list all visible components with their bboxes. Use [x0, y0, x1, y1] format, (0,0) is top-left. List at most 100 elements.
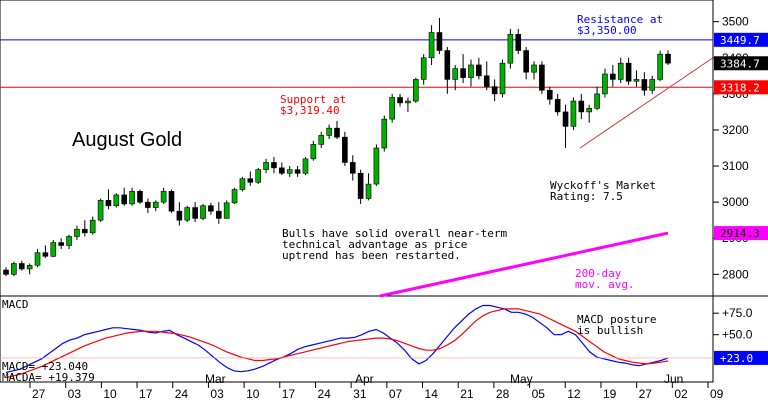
candle-body	[34, 252, 41, 266]
candle-body	[271, 162, 277, 169]
resistance-label-1: Resistance at	[577, 13, 663, 26]
x-tick-label: 27	[639, 387, 653, 400]
candle-body	[405, 100, 411, 104]
month-label: May	[510, 372, 533, 386]
candle-body	[578, 100, 585, 113]
candle-body	[145, 201, 151, 208]
macd-price-tag	[714, 350, 768, 365]
price-tick-label: 3100	[722, 159, 749, 173]
candle-body	[342, 136, 348, 163]
macd-readout: MACD= +23.040	[2, 360, 88, 373]
candle-body	[460, 68, 466, 78]
candle-body	[89, 219, 96, 234]
candle-body	[121, 194, 128, 205]
candle-body	[554, 98, 561, 113]
candle-body	[491, 86, 498, 95]
candle-body	[586, 107, 592, 113]
candle-body	[223, 202, 230, 219]
support-label-1: Support at	[280, 93, 346, 106]
x-tick-label: 07	[389, 387, 403, 400]
candle-body	[255, 169, 261, 183]
candle-body	[594, 93, 600, 109]
x-tick-label: 17	[282, 387, 296, 400]
x-tick-label: 28	[496, 387, 510, 400]
candle-body	[515, 33, 522, 51]
candle-body	[42, 252, 49, 257]
candle-body	[373, 147, 380, 185]
wyckoff-label-1: Wyckoff's Market	[550, 179, 656, 192]
price-tag-label: 2914.3	[720, 227, 760, 240]
candle-body	[476, 64, 482, 77]
wyckoff-label-2: Rating: 7.5	[550, 190, 623, 203]
axis-layer: 280029003000310032003300340035003449.733…	[29, 15, 768, 400]
x-tick-label: 03	[210, 387, 224, 400]
candle-body	[570, 100, 577, 127]
candle-body	[444, 50, 451, 80]
candle-body	[633, 79, 640, 82]
price-tick-label: 3500	[722, 15, 749, 29]
price-layer	[0, 18, 714, 298]
price-tag-label: 3449.7	[720, 34, 760, 47]
candle-body	[200, 205, 206, 219]
candle-body	[58, 242, 64, 246]
candle-body	[546, 89, 553, 100]
ma-label-1: 200-day	[575, 267, 622, 280]
macd-price-tag-label: +23.0	[720, 352, 753, 365]
candle-body	[452, 68, 459, 80]
candle-body	[357, 172, 364, 199]
candle-body	[66, 236, 72, 246]
candle-body	[649, 79, 656, 91]
candle-body	[18, 263, 25, 270]
x-tick-label: 19	[603, 387, 617, 400]
x-tick-label: 03	[68, 387, 82, 400]
price-tag	[714, 80, 768, 95]
candle-body	[263, 162, 269, 170]
uptrend-line	[579, 57, 714, 149]
candle-body	[334, 127, 340, 138]
bulls-label-1: Bulls have solid overall near-term	[282, 227, 508, 240]
candle-body	[160, 191, 167, 203]
price-tag-label: 3384.7	[720, 57, 760, 70]
macd-series-macda	[5, 308, 669, 379]
candle-body	[420, 57, 427, 80]
candle-body	[365, 183, 372, 199]
x-tick-label: 21	[460, 387, 474, 400]
price-tag	[714, 32, 768, 47]
candle-body	[641, 79, 648, 91]
candle-body	[389, 97, 395, 120]
candle-body	[428, 32, 435, 59]
candle-body	[617, 62, 624, 80]
candle-body	[231, 189, 238, 204]
x-tick-label: 14	[425, 387, 439, 400]
bulls-label-3: uptrend has been restarted.	[282, 249, 461, 262]
candle-body	[215, 210, 222, 219]
candle-body	[137, 191, 143, 203]
chart-title: August Gold	[72, 129, 182, 151]
x-tick-label: 10	[246, 387, 260, 400]
candle-body	[74, 228, 80, 237]
candle-body	[507, 33, 514, 64]
x-tick-label: 31	[353, 387, 367, 400]
x-tick-label: 27	[32, 387, 46, 400]
x-tick-label: 17	[139, 387, 153, 400]
macda-readout: MACDA= +19.379	[2, 371, 95, 384]
month-label: Mar	[205, 372, 226, 386]
x-tick-label: 24	[175, 387, 189, 400]
candle-body	[349, 162, 356, 174]
candle-body	[610, 73, 616, 80]
candle-body	[50, 242, 57, 257]
resistance-label-2: $3,350.00	[577, 24, 637, 37]
price-tick-label: 3000	[722, 195, 749, 209]
candle-body	[26, 265, 33, 270]
support-label-2: $3,319.40	[280, 104, 340, 117]
candle-body	[105, 200, 112, 207]
candle-body	[523, 50, 529, 73]
candle-body	[413, 79, 419, 102]
candle-body	[665, 53, 671, 64]
candle-body	[625, 62, 632, 82]
candle-body	[129, 191, 135, 205]
x-tick-label: 05	[532, 387, 546, 400]
candle-body	[152, 201, 159, 208]
price-tag-label: 3318.2	[720, 81, 760, 94]
